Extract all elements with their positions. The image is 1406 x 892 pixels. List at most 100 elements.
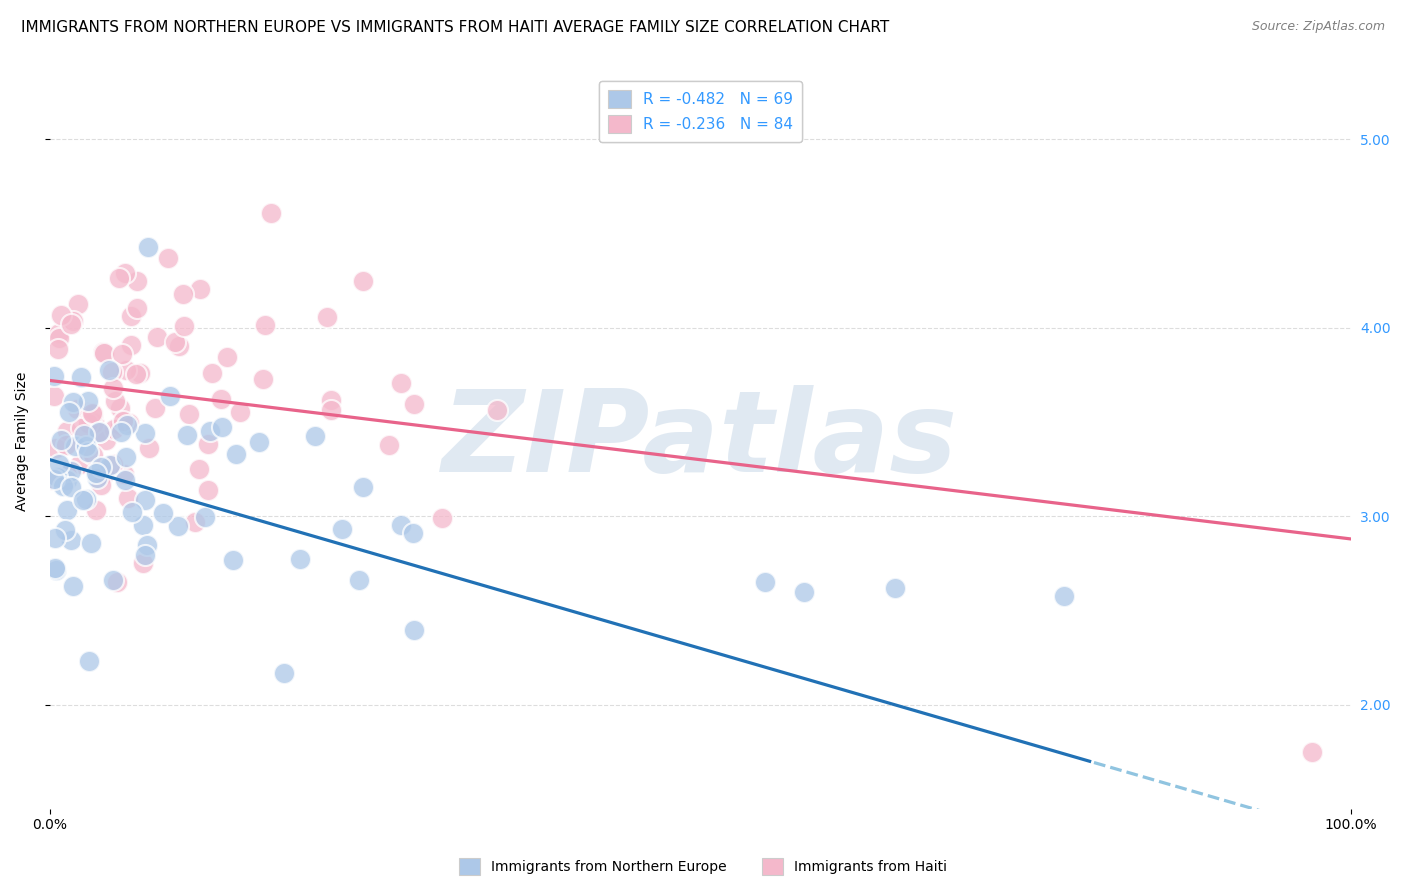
Point <box>82 448 104 462</box>
Point <box>58 405 80 419</box>
Point <box>225 447 247 461</box>
Point <box>66 401 89 416</box>
Point <box>152 507 174 521</box>
Point <box>75 439 97 453</box>
Point <box>56 468 79 483</box>
Point <box>172 286 194 301</box>
Point <box>378 438 401 452</box>
Point <box>176 428 198 442</box>
Point <box>114 363 136 377</box>
Point <box>179 407 201 421</box>
Point <box>42 474 65 488</box>
Point <box>125 367 148 381</box>
Point <box>42 369 65 384</box>
Point <box>222 553 245 567</box>
Point <box>75 405 97 419</box>
Point <box>90 460 112 475</box>
Point <box>132 518 155 533</box>
Point <box>110 425 132 439</box>
Point <box>76 393 98 408</box>
Point <box>108 271 131 285</box>
Point <box>45 470 67 484</box>
Point <box>183 515 205 529</box>
Point <box>83 416 105 430</box>
Point <box>349 573 371 587</box>
Point <box>101 458 124 472</box>
Point <box>97 362 120 376</box>
Point <box>111 347 134 361</box>
Point <box>1301 745 1323 759</box>
Point <box>117 418 139 433</box>
Point <box>134 493 156 508</box>
Point <box>48 326 70 340</box>
Text: Source: ZipAtlas.com: Source: ZipAtlas.com <box>1251 20 1385 33</box>
Point <box>143 401 166 415</box>
Point <box>136 239 159 253</box>
Point <box>55 424 77 438</box>
Point <box>288 551 311 566</box>
Point <box>120 309 142 323</box>
Point <box>304 429 326 443</box>
Point <box>44 561 66 575</box>
Point <box>485 402 508 417</box>
Point <box>125 274 148 288</box>
Legend: R = -0.482   N = 69, R = -0.236   N = 84: R = -0.482 N = 69, R = -0.236 N = 84 <box>599 80 801 143</box>
Point <box>103 422 125 436</box>
Point <box>110 418 132 433</box>
Point <box>754 575 776 590</box>
Point <box>93 467 115 482</box>
Point <box>49 434 72 448</box>
Point <box>51 309 73 323</box>
Point <box>75 491 97 506</box>
Point <box>389 376 412 390</box>
Point <box>197 483 219 498</box>
Point <box>98 458 121 472</box>
Point <box>198 425 221 439</box>
Point <box>165 334 187 349</box>
Point <box>169 339 191 353</box>
Point <box>159 389 181 403</box>
Point <box>134 548 156 562</box>
Point <box>319 403 342 417</box>
Point <box>62 579 84 593</box>
Point <box>93 345 115 359</box>
Point <box>55 523 77 537</box>
Point <box>62 394 84 409</box>
Point <box>156 251 179 265</box>
Point <box>404 623 426 637</box>
Point <box>209 392 232 406</box>
Point <box>136 537 159 551</box>
Point <box>884 581 907 595</box>
Point <box>59 533 82 548</box>
Point <box>72 493 94 508</box>
Point <box>201 366 224 380</box>
Point <box>273 665 295 680</box>
Point <box>134 426 156 441</box>
Point <box>101 365 124 379</box>
Point <box>84 466 107 480</box>
Point <box>105 574 128 589</box>
Point <box>87 425 110 439</box>
Point <box>110 401 132 415</box>
Point <box>70 370 93 384</box>
Point <box>1053 589 1076 603</box>
Point <box>80 535 103 549</box>
Point <box>90 477 112 491</box>
Point <box>352 274 374 288</box>
Point <box>125 301 148 316</box>
Point <box>247 434 270 449</box>
Point <box>76 416 98 430</box>
Point <box>111 414 134 428</box>
Point <box>76 445 98 459</box>
Point <box>793 584 815 599</box>
Point <box>129 366 152 380</box>
Point <box>138 442 160 456</box>
Point <box>91 345 114 359</box>
Point <box>197 436 219 450</box>
Point <box>104 394 127 409</box>
Point <box>59 464 82 478</box>
Point <box>115 450 138 464</box>
Point <box>45 563 67 577</box>
Point <box>146 329 169 343</box>
Point <box>77 654 100 668</box>
